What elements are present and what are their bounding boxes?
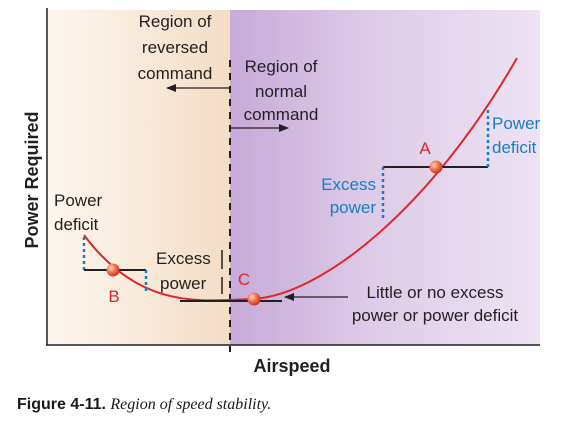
point-a-label: A bbox=[419, 139, 431, 158]
figure-caption: Figure 4-11. Region of speed stability. bbox=[17, 396, 271, 414]
point-b-label: B bbox=[108, 287, 119, 306]
normal-command-region bbox=[230, 10, 540, 345]
little-or-no-line-2: power or power deficit bbox=[352, 306, 519, 325]
reversed-region-line-2: reversed bbox=[142, 38, 208, 57]
normal-region-line-2: normal bbox=[255, 82, 307, 101]
left-excess-power-line-2: power bbox=[160, 274, 207, 293]
figure-caption-text: Region of speed stability. bbox=[110, 396, 272, 413]
point-b-marker bbox=[106, 263, 120, 277]
right-power-deficit-line-1: Power bbox=[492, 114, 541, 133]
point-c-marker bbox=[247, 292, 261, 306]
reversed-region-line-1: Region of bbox=[139, 12, 212, 31]
y-axis-label: Power Required bbox=[22, 111, 42, 248]
left-excess-power-line-1: Excess bbox=[156, 249, 211, 268]
normal-region-line-1: Region of bbox=[245, 57, 318, 76]
figure-number: Figure 4-11. bbox=[17, 396, 106, 413]
point-c-label: C bbox=[238, 270, 250, 289]
normal-region-line-3: command bbox=[244, 105, 319, 124]
little-or-no-line-1: Little or no excess bbox=[366, 283, 503, 302]
point-a-marker bbox=[429, 160, 443, 174]
right-excess-power-line-2: power bbox=[330, 198, 377, 217]
right-power-deficit-line-2: deficit bbox=[492, 138, 537, 157]
left-power-deficit-line-1: Power bbox=[54, 191, 103, 210]
x-axis-label: Airspeed bbox=[253, 356, 330, 376]
diagram-svg: Region of reversed command Region of nor… bbox=[22, 8, 541, 376]
right-excess-power-line-1: Excess bbox=[321, 175, 376, 194]
left-power-deficit-line-2: deficit bbox=[54, 215, 99, 234]
reversed-region-line-3: command bbox=[138, 64, 213, 83]
reversed-command-region bbox=[47, 10, 230, 345]
